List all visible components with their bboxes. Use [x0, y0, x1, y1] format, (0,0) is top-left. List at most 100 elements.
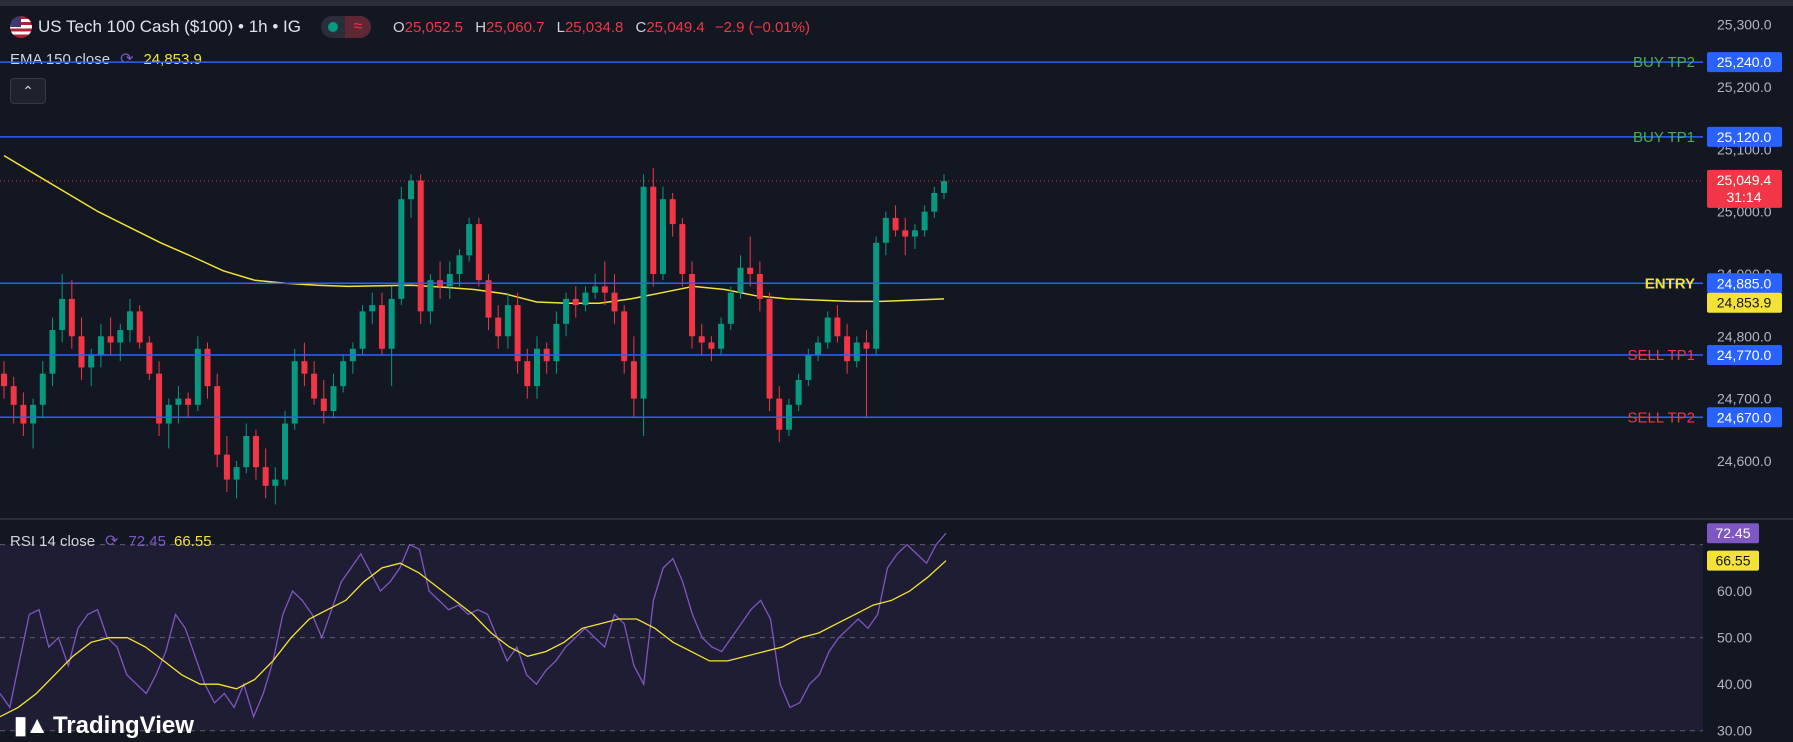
y-tick-label: 25,200.0	[1717, 79, 1772, 95]
candle-body	[417, 180, 424, 312]
level-price-text: 25,240.0	[1717, 54, 1772, 70]
candle-body	[282, 423, 289, 480]
candle	[456, 249, 463, 287]
candle	[185, 392, 192, 418]
candle-body	[233, 467, 240, 480]
rsi-legend[interactable]: RSI 14 close ⟳ 72.45 66.55	[10, 531, 212, 551]
collapse-legend-button[interactable]: ⌃	[10, 78, 46, 104]
candle-body	[427, 280, 434, 312]
candle	[378, 292, 385, 355]
candle	[272, 467, 279, 505]
candle-body	[931, 192, 938, 212]
rsi-y-tick-label: 30.00	[1717, 723, 1752, 739]
candle-body	[911, 230, 918, 237]
candle	[698, 323, 705, 355]
candle	[165, 398, 172, 449]
candle-body	[795, 379, 802, 405]
candle-body	[844, 336, 851, 362]
candle	[650, 168, 657, 287]
candle-body	[446, 273, 453, 287]
candle	[911, 224, 918, 250]
level-label: SELL TP2	[1627, 409, 1695, 426]
candle-body	[214, 386, 221, 455]
candle	[262, 448, 269, 499]
tradingview-logo[interactable]: ▮▲ TradingView	[14, 711, 194, 740]
ohlc-readout: O25,052.5 H25,060.7 L25,034.8 C25,049.4 …	[385, 19, 810, 36]
candle-body	[456, 255, 463, 274]
candle	[233, 460, 240, 499]
rsi-value: 72.45	[128, 532, 166, 550]
level-label: BUY TP1	[1633, 129, 1695, 146]
candle-body	[475, 224, 482, 281]
candle-body	[533, 348, 540, 387]
candle	[330, 373, 337, 418]
candle	[834, 305, 841, 343]
candle	[10, 376, 17, 424]
candle-body	[727, 292, 734, 324]
price-chart[interactable]: 24,600.024,700.024,800.024,900.025,000.0…	[0, 0, 1793, 520]
candle	[863, 330, 870, 418]
candle-body	[369, 305, 376, 312]
candle	[679, 217, 686, 287]
candle-body	[805, 354, 812, 380]
candle	[107, 317, 114, 355]
candle-body	[252, 435, 259, 468]
candle-body	[582, 292, 589, 306]
open-label: O	[392, 18, 405, 36]
candle	[446, 261, 453, 299]
candle-body	[882, 217, 889, 243]
candle	[718, 317, 725, 355]
candle	[136, 305, 143, 349]
candle-body	[640, 186, 647, 399]
candle-body	[107, 336, 114, 343]
chevron-up-icon: ⌃	[22, 82, 34, 99]
candle-body	[708, 342, 715, 349]
candle	[417, 174, 424, 324]
candle-body	[853, 342, 860, 362]
candle-body	[466, 224, 473, 256]
candle-body	[204, 348, 211, 387]
candle-body	[175, 398, 182, 405]
candle	[504, 292, 511, 349]
candle-body	[68, 298, 75, 337]
candle-body	[340, 361, 347, 387]
candle-body	[330, 386, 337, 412]
ema-legend[interactable]: EMA 150 close ⟳ 24,853.9	[10, 49, 202, 69]
candle-body	[863, 342, 870, 349]
ema-price-tag	[1707, 292, 1782, 313]
y-tick-label: 24,800.0	[1717, 328, 1772, 344]
cycle-icon: ⟳	[105, 533, 119, 550]
candle	[126, 298, 133, 343]
rsi-chart[interactable]: 30.00 40.00 50.00 60.00 72.45 66.55	[0, 520, 1793, 742]
candle	[214, 373, 221, 468]
candle	[427, 273, 434, 324]
candle-body	[10, 386, 17, 405]
candle	[369, 292, 376, 324]
candle-body	[747, 267, 754, 274]
candle-body	[756, 273, 763, 299]
candle-body	[59, 298, 66, 331]
level-price-tag	[1707, 52, 1782, 73]
candle	[795, 373, 802, 412]
candle	[49, 317, 56, 387]
candle	[59, 273, 66, 343]
candle-body	[572, 298, 579, 306]
candle	[543, 342, 550, 374]
candle	[204, 342, 211, 399]
change-value: −2.9 (−0.01%)	[714, 18, 810, 36]
candle-body	[243, 435, 250, 468]
candle-body	[156, 373, 163, 424]
rsi-ma-value-tag	[1707, 550, 1759, 571]
ema-line	[3, 154, 945, 305]
candle-body	[146, 342, 153, 374]
candle	[737, 255, 744, 299]
candle	[931, 186, 938, 218]
candle-body	[223, 454, 230, 480]
candle	[621, 305, 628, 374]
market-status-pill[interactable]: ≈	[320, 16, 371, 38]
candle-body	[117, 330, 124, 343]
candle	[485, 273, 492, 331]
symbol-title[interactable]: US Tech 100 Cash ($100) • 1h • IG	[38, 17, 301, 36]
candle-body	[921, 211, 928, 231]
candle-body	[650, 186, 657, 274]
